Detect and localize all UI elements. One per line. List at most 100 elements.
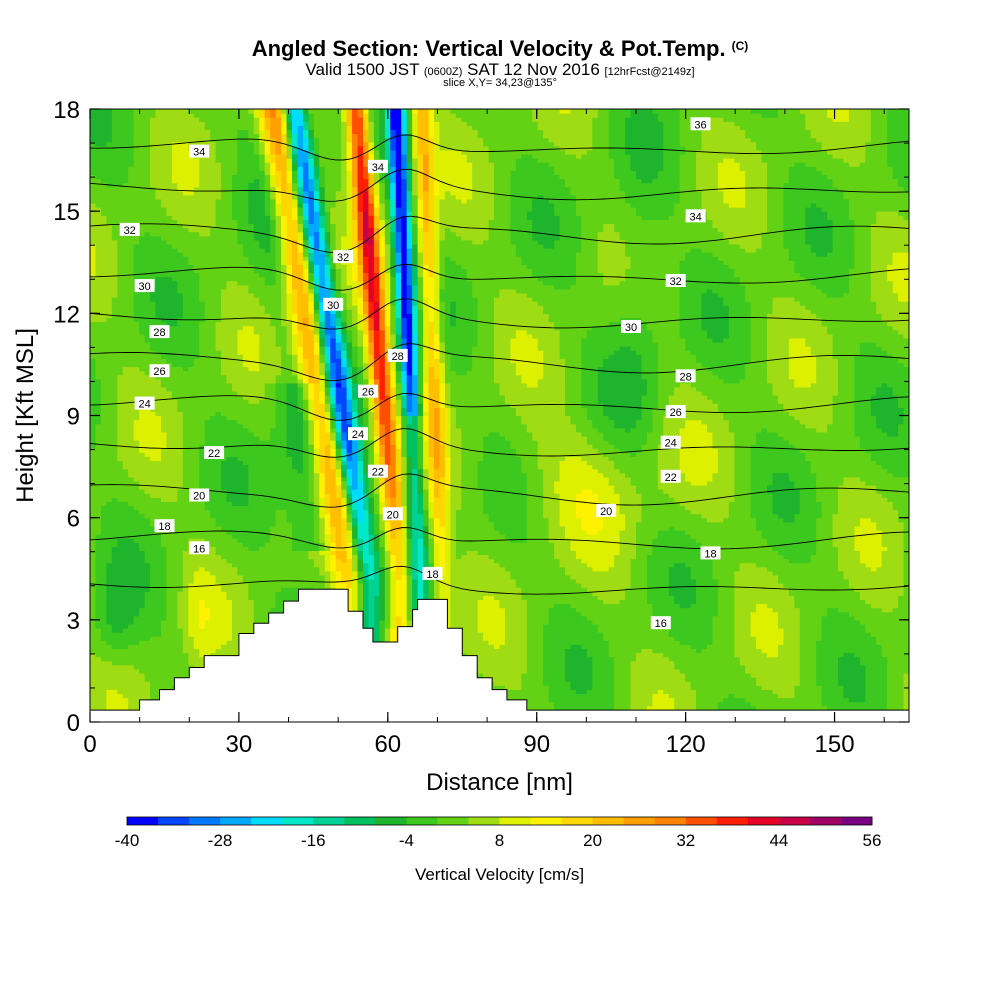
velocity-cell bbox=[123, 211, 129, 216]
velocity-cell bbox=[150, 236, 156, 241]
velocity-cell bbox=[117, 195, 123, 200]
velocity-cell bbox=[145, 297, 151, 302]
velocity-cell bbox=[139, 240, 145, 245]
velocity-cell bbox=[106, 469, 112, 474]
velocity-cell bbox=[117, 514, 123, 519]
velocity-cell bbox=[134, 411, 140, 416]
velocity-cell bbox=[134, 661, 140, 666]
velocity-cell bbox=[134, 493, 140, 498]
velocity-cell bbox=[123, 113, 129, 118]
velocity-cell bbox=[139, 546, 145, 551]
velocity-cell bbox=[145, 657, 151, 662]
velocity-cell bbox=[95, 497, 101, 502]
velocity-cell bbox=[150, 620, 156, 625]
velocity-cell bbox=[123, 342, 129, 347]
velocity-cell bbox=[112, 416, 118, 421]
velocity-cell bbox=[106, 693, 112, 698]
velocity-cell bbox=[145, 166, 151, 171]
velocity-cell bbox=[145, 219, 151, 224]
velocity-cell bbox=[106, 309, 112, 314]
velocity-cell bbox=[106, 473, 112, 478]
velocity-cell bbox=[128, 599, 134, 604]
velocity-cell bbox=[106, 460, 112, 465]
velocity-cell bbox=[134, 460, 140, 465]
velocity-cell bbox=[128, 575, 134, 580]
velocity-cell bbox=[117, 648, 123, 653]
velocity-cell bbox=[150, 599, 156, 604]
velocity-cell bbox=[150, 219, 156, 224]
velocity-cell bbox=[112, 264, 118, 269]
velocity-cell bbox=[95, 219, 101, 224]
velocity-cell bbox=[106, 383, 112, 388]
velocity-cell bbox=[134, 362, 140, 367]
velocity-cell bbox=[112, 685, 118, 690]
velocity-cell bbox=[134, 134, 140, 139]
velocity-cell bbox=[101, 297, 107, 302]
velocity-cell bbox=[134, 432, 140, 437]
velocity-cell bbox=[106, 125, 112, 130]
velocity-cell bbox=[90, 293, 96, 298]
velocity-cell bbox=[150, 550, 156, 555]
velocity-cell bbox=[150, 240, 156, 245]
velocity-cell bbox=[150, 640, 156, 645]
velocity-cell bbox=[117, 624, 123, 629]
velocity-cell bbox=[95, 203, 101, 208]
velocity-cell bbox=[123, 485, 129, 490]
velocity-cell bbox=[101, 215, 107, 220]
velocity-cell bbox=[139, 162, 145, 167]
velocity-cell bbox=[112, 142, 118, 147]
velocity-cell bbox=[123, 661, 129, 666]
velocity-cell bbox=[128, 567, 134, 572]
velocity-cell bbox=[134, 309, 140, 314]
velocity-cell bbox=[95, 158, 101, 163]
velocity-cell bbox=[90, 693, 96, 698]
velocity-cell bbox=[90, 326, 96, 331]
velocity-cell bbox=[117, 424, 123, 429]
velocity-cell bbox=[139, 232, 145, 237]
velocity-cell bbox=[134, 326, 140, 331]
velocity-cell bbox=[123, 244, 129, 249]
velocity-cell bbox=[112, 305, 118, 310]
velocity-cell bbox=[117, 362, 123, 367]
velocity-cell bbox=[150, 681, 156, 686]
velocity-cell bbox=[101, 477, 107, 482]
velocity-cell bbox=[95, 154, 101, 159]
velocity-cell bbox=[95, 591, 101, 596]
velocity-cell bbox=[139, 383, 145, 388]
velocity-cell bbox=[101, 387, 107, 392]
velocity-cell bbox=[112, 228, 118, 233]
velocity-cell bbox=[95, 371, 101, 376]
velocity-cell bbox=[134, 554, 140, 559]
velocity-cell bbox=[117, 117, 123, 122]
velocity-cell bbox=[139, 215, 145, 220]
velocity-cell bbox=[95, 260, 101, 265]
velocity-cell bbox=[101, 416, 107, 421]
velocity-cell bbox=[90, 632, 96, 637]
velocity-cell bbox=[95, 395, 101, 400]
velocity-cell bbox=[101, 330, 107, 335]
velocity-cell bbox=[145, 428, 151, 433]
velocity-cell bbox=[123, 469, 129, 474]
velocity-cell bbox=[90, 125, 96, 130]
velocity-cell bbox=[90, 669, 96, 674]
velocity-cell bbox=[145, 411, 151, 416]
velocity-cell bbox=[134, 342, 140, 347]
velocity-cell bbox=[101, 129, 107, 134]
velocity-cell bbox=[95, 399, 101, 404]
velocity-cell bbox=[128, 199, 134, 204]
velocity-cell bbox=[101, 432, 107, 437]
velocity-cell bbox=[90, 550, 96, 555]
velocity-cell bbox=[101, 632, 107, 637]
velocity-cell bbox=[90, 702, 96, 707]
velocity-cell bbox=[90, 354, 96, 359]
velocity-cell bbox=[139, 211, 145, 216]
velocity-cell bbox=[139, 134, 145, 139]
velocity-cell bbox=[128, 485, 134, 490]
velocity-cell bbox=[145, 240, 151, 245]
velocity-cell bbox=[145, 432, 151, 437]
velocity-cell bbox=[150, 563, 156, 568]
velocity-cell bbox=[112, 567, 118, 572]
velocity-cell bbox=[123, 301, 129, 306]
velocity-cell bbox=[134, 346, 140, 351]
velocity-cell bbox=[101, 366, 107, 371]
